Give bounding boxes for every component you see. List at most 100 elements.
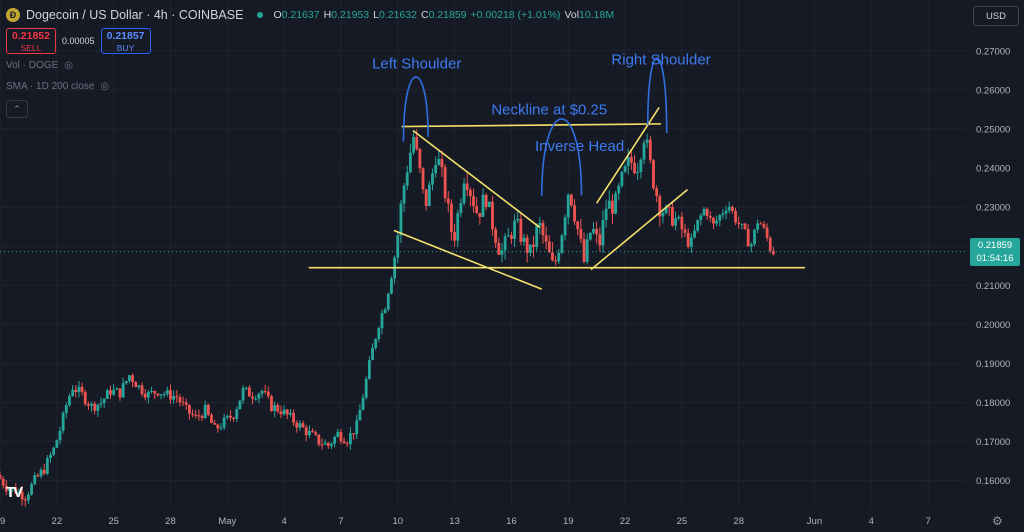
- symbol-title[interactable]: Dogecoin / US Dollar · 4h · COINBASE: [26, 8, 244, 22]
- x-axis-tick-label: 4: [869, 516, 874, 527]
- ohlc-item: L0.21632: [373, 9, 417, 21]
- candle-body: [440, 159, 444, 168]
- ohlc-key: L: [373, 9, 379, 21]
- candle-body: [510, 235, 513, 239]
- candle-body: [30, 483, 33, 495]
- candle-body: [408, 152, 412, 173]
- candle-body: [658, 195, 662, 217]
- candle-body: [513, 220, 516, 239]
- candle-body: [503, 236, 507, 251]
- x-axis-tick-label: 7: [338, 516, 343, 527]
- indicator-sma[interactable]: SMA · 1D 200 close ◎: [6, 81, 109, 92]
- candle-body: [74, 389, 78, 393]
- currency-selector[interactable]: USD: [973, 6, 1019, 26]
- candle-body: [112, 389, 116, 395]
- candle-body: [109, 390, 112, 395]
- candle-body: [708, 216, 712, 218]
- candle-body: [689, 237, 693, 247]
- x-axis-tick-label: 4: [281, 516, 286, 527]
- gear-icon[interactable]: ⚙: [992, 514, 1003, 528]
- candle-body: [128, 375, 131, 382]
- pattern-arc: [646, 57, 668, 133]
- candle-body: [342, 441, 346, 444]
- candle-body: [446, 198, 450, 204]
- sell-button[interactable]: 0.21852 SELL: [6, 28, 56, 54]
- candle-body: [8, 488, 11, 492]
- candle-body: [620, 171, 624, 186]
- candle-body: [648, 139, 652, 161]
- candle-body: [349, 433, 352, 445]
- candle-body: [105, 390, 109, 399]
- trend-line: [401, 123, 662, 128]
- candle-body: [364, 378, 368, 398]
- candle-body: [270, 396, 273, 412]
- candle-body: [664, 206, 668, 214]
- candle-body: [80, 386, 84, 392]
- candle-body: [727, 206, 731, 211]
- bar-countdown: 01:54:16: [976, 252, 1014, 264]
- y-axis-tick-label: 0.18000: [976, 398, 1010, 409]
- candle-body: [582, 239, 586, 262]
- x-axis-tick-label: 19: [0, 516, 5, 527]
- x-axis-tick-label: 28: [165, 516, 176, 527]
- candle-body: [219, 427, 223, 429]
- candle-body: [71, 389, 75, 397]
- candle-body: [118, 388, 122, 398]
- candle-body: [39, 469, 43, 477]
- candle-body: [743, 223, 747, 230]
- candle-body: [314, 432, 318, 435]
- candle-body: [11, 487, 15, 489]
- collapse-legend-button[interactable]: ⌃: [6, 100, 28, 118]
- candle-body: [475, 206, 479, 213]
- candle-body: [257, 393, 261, 399]
- candle-body: [229, 415, 232, 418]
- candle-body: [156, 393, 160, 396]
- candle-body: [247, 387, 251, 397]
- candle-body: [730, 206, 734, 211]
- candle-body: [756, 223, 760, 230]
- eye-off-icon[interactable]: ◎: [100, 81, 110, 92]
- candle-body: [459, 203, 463, 214]
- candle-body: [765, 227, 769, 238]
- ohlc-key: Vol: [564, 9, 580, 21]
- candle-body: [623, 165, 627, 172]
- candle-body: [52, 447, 56, 455]
- candle-body: [402, 185, 406, 204]
- candle-body: [724, 210, 728, 214]
- candle-body: [645, 139, 649, 143]
- pattern-label: Left Shoulder: [372, 55, 461, 72]
- buy-price: 0.21857: [106, 30, 145, 42]
- candle-body: [677, 216, 681, 219]
- x-axis-tick-label: 25: [677, 516, 688, 527]
- candle-body: [352, 433, 355, 435]
- candle-body: [478, 212, 482, 217]
- buy-button[interactable]: 0.21857 BUY: [100, 28, 151, 54]
- candle-body: [456, 213, 460, 241]
- candle-body: [399, 203, 403, 236]
- candle-body: [298, 423, 302, 428]
- indicator-volume-label: Vol · DOGE: [6, 60, 59, 71]
- indicator-volume[interactable]: Vol · DOGE ◎: [6, 60, 73, 71]
- trend-line: [412, 129, 541, 229]
- candle-body: [759, 223, 763, 225]
- candle-body: [396, 235, 400, 258]
- x-axis-tick-label: 22: [52, 516, 63, 527]
- candle-body: [162, 394, 166, 396]
- candle-body: [427, 184, 431, 206]
- eye-off-icon[interactable]: ◎: [64, 60, 73, 71]
- trend-line: [595, 107, 660, 204]
- candle-body: [506, 235, 510, 237]
- candle-body: [311, 430, 314, 433]
- tradingview-logo[interactable]: TV: [6, 484, 23, 501]
- candle-body: [323, 442, 327, 445]
- candle-body: [522, 237, 526, 242]
- candle-body: [14, 487, 18, 494]
- ohlc-item: Vol10.18M: [564, 9, 614, 21]
- candle-body: [235, 409, 239, 419]
- ohlc-value: 0.21632: [379, 9, 417, 21]
- x-axis-tick-label: 22: [620, 516, 631, 527]
- candle-body: [326, 442, 330, 446]
- y-axis-tick-label: 0.26000: [976, 85, 1010, 96]
- candle-body: [626, 156, 630, 166]
